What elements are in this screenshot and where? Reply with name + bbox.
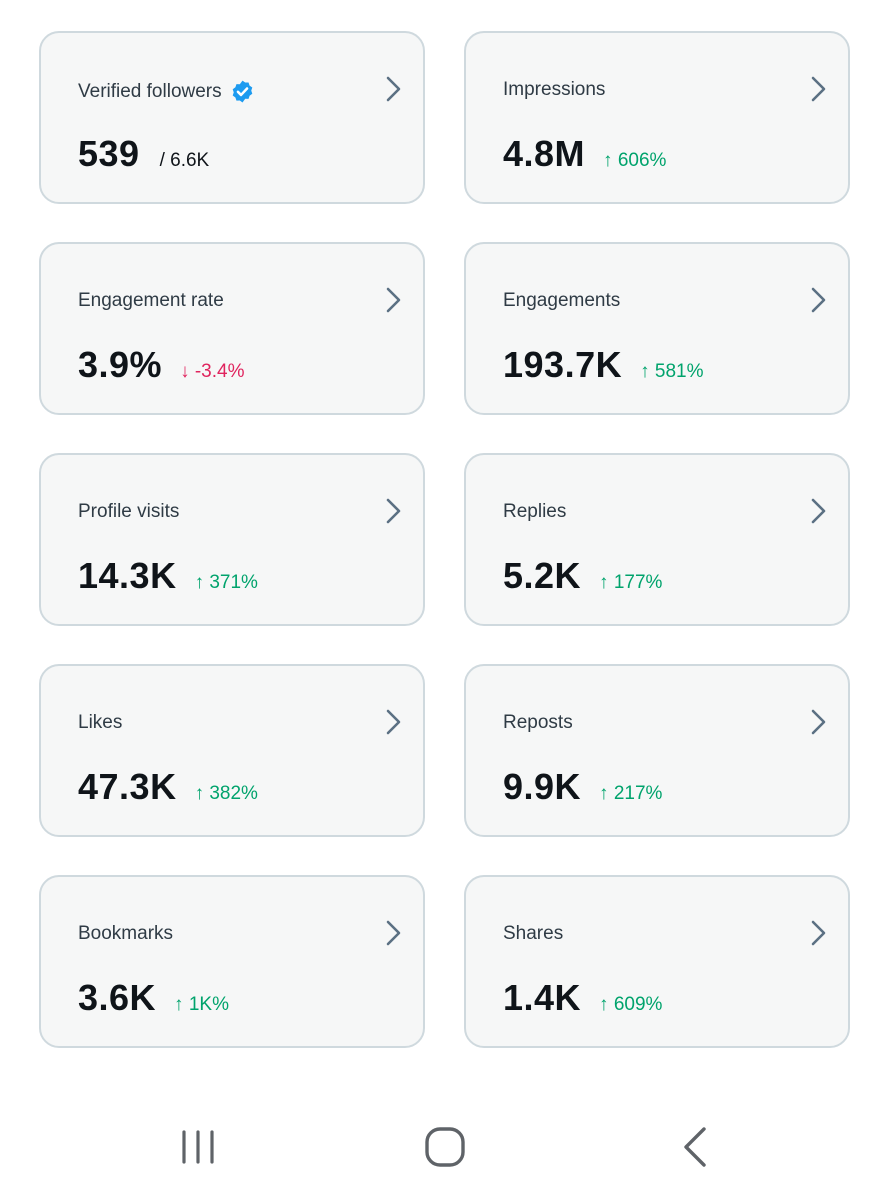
metric-value: 5.2K xyxy=(503,555,582,596)
chevron-right-icon xyxy=(386,76,401,102)
metric-row: 5.2K ↑ 177% xyxy=(503,555,662,597)
metric-row: 14.3K ↑ 371% xyxy=(78,555,258,597)
metric-value: 47.3K xyxy=(78,766,177,807)
card-title-label: Reposts xyxy=(503,712,573,733)
card-shares[interactable]: Shares 1.4K ↑ 609% xyxy=(464,875,850,1048)
card-title: Likes xyxy=(78,712,122,734)
chevron-right-icon xyxy=(811,498,826,524)
metric-change: ↑ 371% xyxy=(194,572,258,593)
card-title: Impressions xyxy=(503,79,605,101)
recent-apps-icon xyxy=(182,1130,214,1164)
card-title-label: Engagement rate xyxy=(78,290,224,311)
metric-row: 1.4K ↑ 609% xyxy=(503,977,662,1019)
card-title: Shares xyxy=(503,923,563,945)
card-title-label: Likes xyxy=(78,712,123,733)
card-title: Profile visits xyxy=(78,501,179,523)
card-title-label: Bookmarks xyxy=(78,923,174,944)
card-title-label: Engagements xyxy=(503,290,621,311)
metric-row: 4.8M ↑ 606% xyxy=(503,133,666,175)
metric-change: ↓ -3.4% xyxy=(180,361,245,382)
card-title-label: Impressions xyxy=(503,79,606,100)
metric-row: 3.9% ↓ -3.4% xyxy=(78,344,244,386)
card-title: Replies xyxy=(503,501,566,523)
chevron-right-icon xyxy=(386,709,401,735)
card-verified-followers[interactable]: Verified followers 539 / 6.6K xyxy=(39,31,425,204)
back-icon xyxy=(684,1127,706,1167)
home-icon xyxy=(425,1127,465,1167)
metric-row: 3.6K ↑ 1K% xyxy=(78,977,229,1019)
card-title: Bookmarks xyxy=(78,923,173,945)
chevron-right-icon xyxy=(386,498,401,524)
card-engagement-rate[interactable]: Engagement rate 3.9% ↓ -3.4% xyxy=(39,242,425,415)
card-title-label: Profile visits xyxy=(78,501,180,522)
card-bookmarks[interactable]: Bookmarks 3.6K ↑ 1K% xyxy=(39,875,425,1048)
chevron-right-icon xyxy=(811,76,826,102)
metric-value: 1.4K xyxy=(503,977,582,1018)
card-engagements[interactable]: Engagements 193.7K ↑ 581% xyxy=(464,242,850,415)
metric-change: ↑ 581% xyxy=(640,361,704,382)
metric-row: 193.7K ↑ 581% xyxy=(503,344,703,386)
chevron-right-icon xyxy=(386,287,401,313)
card-impressions[interactable]: Impressions 4.8M ↑ 606% xyxy=(464,31,850,204)
recent-apps-button[interactable] xyxy=(168,1122,228,1172)
metric-change: ↑ 382% xyxy=(194,783,258,804)
metric-change: ↑ 217% xyxy=(599,783,663,804)
back-button[interactable] xyxy=(665,1122,725,1172)
verified-badge-icon xyxy=(232,80,252,103)
metric-value: 9.9K xyxy=(503,766,582,807)
metric-change: ↑ 609% xyxy=(599,994,663,1015)
metric-value: 539 xyxy=(78,133,140,174)
metric-value: 3.9% xyxy=(78,344,163,385)
card-likes[interactable]: Likes 47.3K ↑ 382% xyxy=(39,664,425,837)
metric-row: 47.3K ↑ 382% xyxy=(78,766,258,808)
chevron-right-icon xyxy=(811,709,826,735)
metric-value: 4.8M xyxy=(503,133,586,174)
metric-value: 3.6K xyxy=(78,977,157,1018)
chevron-right-icon xyxy=(811,287,826,313)
metric-total: / 6.6K xyxy=(159,150,210,171)
card-replies[interactable]: Replies 5.2K ↑ 177% xyxy=(464,453,850,626)
card-title-label: Verified followers xyxy=(78,80,222,102)
metric-value: 14.3K xyxy=(78,555,177,596)
card-title: Reposts xyxy=(503,712,573,734)
chevron-right-icon xyxy=(386,920,401,946)
card-title: Engagements xyxy=(503,290,620,312)
metric-row: 539 / 6.6K xyxy=(78,133,209,175)
card-title: Engagement rate xyxy=(78,290,224,312)
home-button[interactable] xyxy=(415,1122,475,1172)
analytics-card-grid: Verified followers 539 / 6.6K Impression… xyxy=(39,31,850,1048)
metric-row: 9.9K ↑ 217% xyxy=(503,766,662,808)
metric-change: ↑ 1K% xyxy=(174,994,229,1015)
card-title: Verified followers xyxy=(78,79,255,104)
card-title-label: Shares xyxy=(503,923,564,944)
chevron-right-icon xyxy=(811,920,826,946)
metric-value: 193.7K xyxy=(503,344,623,385)
card-reposts[interactable]: Reposts 9.9K ↑ 217% xyxy=(464,664,850,837)
card-profile-visits[interactable]: Profile visits 14.3K ↑ 371% xyxy=(39,453,425,626)
metric-change: ↑ 177% xyxy=(599,572,663,593)
system-navigation-bar xyxy=(0,1100,889,1199)
metric-change: ↑ 606% xyxy=(603,150,667,171)
card-title-label: Replies xyxy=(503,501,567,522)
